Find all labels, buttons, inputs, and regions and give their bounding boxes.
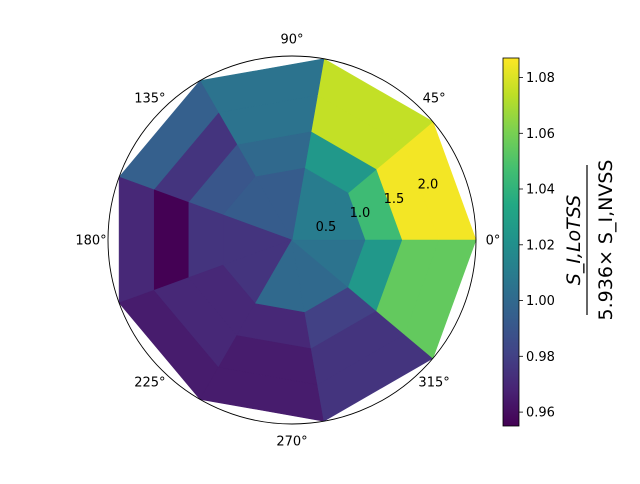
theta-tick-label: 90°: [280, 33, 303, 48]
colorbar-gradient: [502, 57, 520, 427]
radial-tick-label: 0.5: [316, 220, 337, 235]
theta-tick-label: 315°: [418, 376, 449, 391]
heatmap-cell: [153, 189, 189, 291]
heatmap-sectors: [118, 58, 477, 422]
heatmap-cell: [187, 201, 224, 279]
theta-tick-label: 180°: [75, 234, 106, 249]
theta-tick-label: 225°: [134, 376, 165, 391]
colorbar-label-denominator: 5.936× S_I,NVSS: [595, 160, 617, 321]
colorbar-tick-label: 0.96: [526, 406, 555, 421]
colorbar-tick-label: 1.06: [526, 127, 555, 142]
polar-outer-frame: [107, 55, 477, 425]
heatmap-cell: [118, 176, 154, 304]
radial-tick-label: 2.0: [418, 178, 439, 193]
colorbar: 0.96 0.98 1.00 1.02 1.04 1.06 1.08 S_I,LoTSS 5…: [502, 57, 617, 427]
colorbar-tick-label: 1.04: [526, 183, 555, 198]
colorbar-label-numerator: S_I,LoTSS: [563, 195, 585, 285]
theta-tick-label: 45°: [423, 91, 446, 106]
colorbar-tick-label: 1.08: [526, 71, 555, 86]
radial-tick-label: 1.0: [350, 206, 371, 221]
colorbar-label: S_I,LoTSS 5.936× S_I,NVSS: [563, 160, 617, 321]
radial-tick-labels: 0.5 1.0 1.5 2.0: [316, 178, 439, 235]
colorbar-tick-label: 0.98: [526, 350, 555, 365]
colorbar-tick-label: 1.02: [526, 238, 555, 253]
theta-tick-label: 0°: [486, 234, 501, 249]
theta-tick-label: 270°: [276, 435, 307, 450]
radial-tick-label: 1.5: [384, 192, 405, 207]
colorbar-tick-label: 1.00: [526, 294, 555, 309]
theta-tick-label: 135°: [134, 91, 165, 106]
theta-tick-labels: 0° 45° 90° 135° 180° 225° 270° 315°: [75, 33, 500, 450]
colorbar-ticks: 0.96 0.98 1.00 1.02 1.04 1.06 1.08: [519, 71, 555, 421]
